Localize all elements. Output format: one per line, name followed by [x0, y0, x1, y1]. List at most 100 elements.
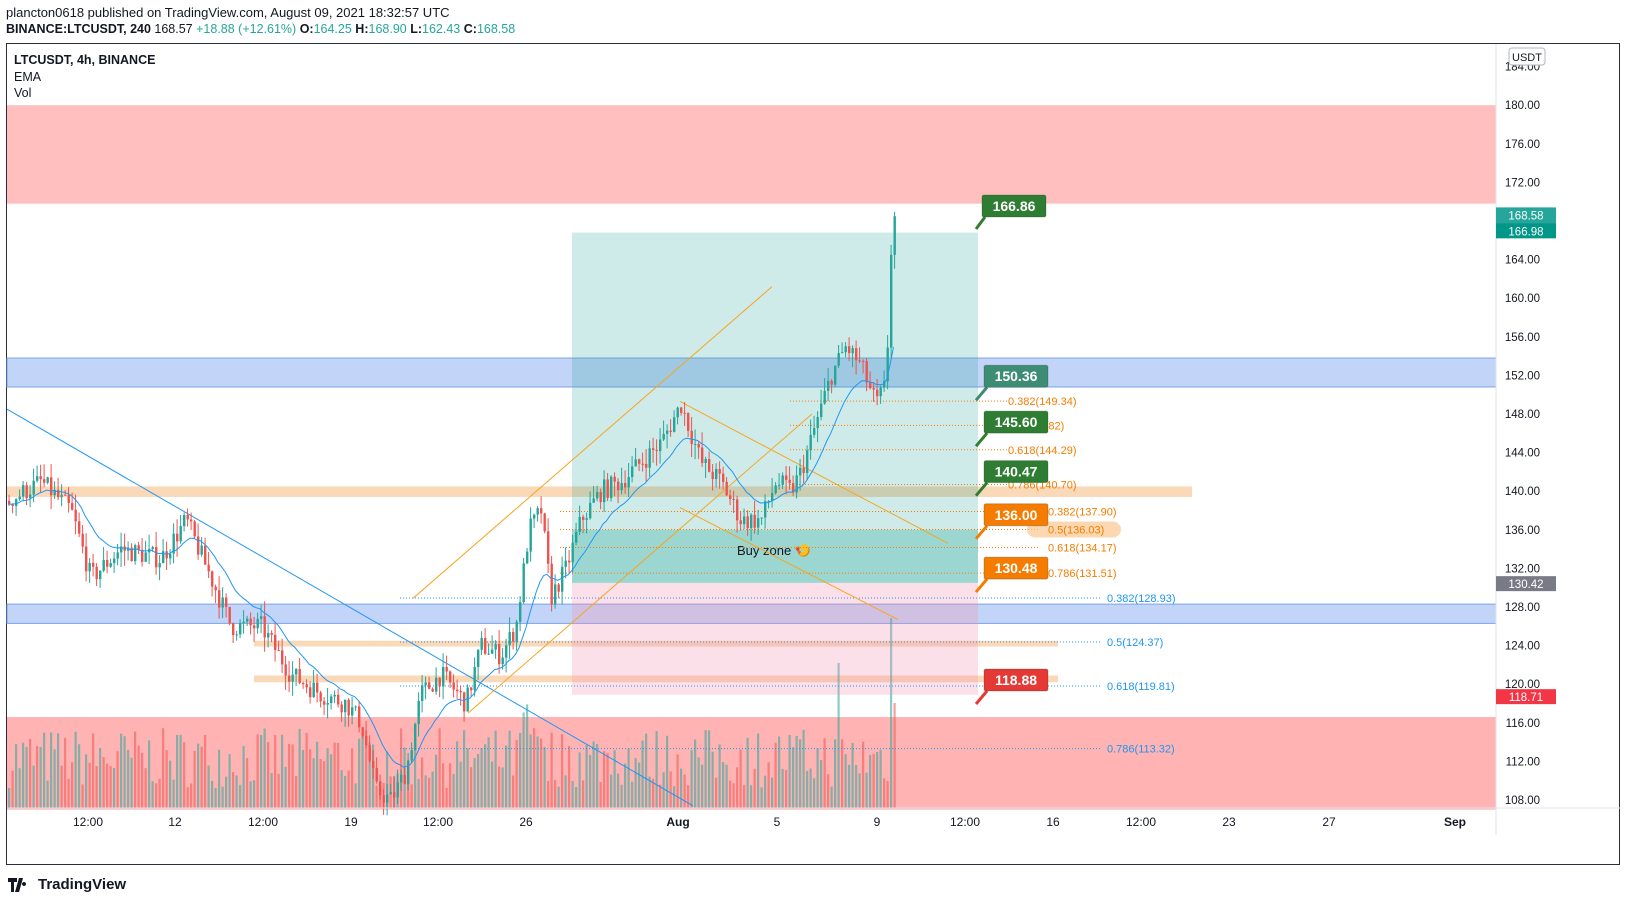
position-profit-zone	[572, 232, 978, 583]
candle-body	[347, 699, 350, 716]
candle-body	[239, 623, 242, 635]
volume-bar	[172, 779, 175, 808]
candle-body	[218, 590, 221, 608]
volume-bar	[813, 778, 816, 808]
candle-body	[344, 699, 347, 713]
zone-support-1	[6, 357, 1497, 388]
volume-bar	[641, 740, 644, 808]
candle-body	[617, 481, 620, 491]
fib-label: 0.786(131.51)	[1048, 568, 1117, 580]
legend-volume[interactable]: Vol	[14, 86, 32, 100]
candle-body	[813, 428, 816, 435]
volume-bar	[494, 730, 497, 808]
candle-body	[60, 494, 63, 498]
candle-body	[781, 475, 784, 485]
volume-bar	[442, 763, 445, 808]
target-box	[981, 194, 1047, 218]
volume-bar	[512, 775, 515, 808]
candle-body	[214, 586, 217, 591]
candle-body	[253, 625, 256, 629]
candle-body	[456, 689, 459, 692]
volume-bar	[312, 758, 315, 808]
volume-bar	[470, 767, 473, 808]
volume-bar	[823, 738, 826, 808]
volume-bar	[816, 748, 819, 808]
price-axis-layer: 108.00 112.00 116.00 120.00 124.00 128.00 132.…	[1495, 44, 1556, 835]
candle-body	[855, 348, 858, 361]
volume-bar	[424, 775, 427, 808]
candle-body	[113, 558, 116, 564]
volume-bar	[130, 757, 133, 808]
volume-bar	[592, 741, 595, 808]
volume-bar	[46, 780, 49, 808]
channel-lower-line	[467, 413, 813, 714]
candle-body	[435, 677, 438, 692]
volume-bar	[879, 749, 882, 808]
chart-frame[interactable]	[6, 43, 1620, 865]
volume-bar	[60, 765, 63, 808]
volume-bar	[529, 734, 532, 808]
candle-body	[529, 518, 532, 552]
volume-bar	[596, 743, 599, 808]
volume-bar	[368, 742, 371, 808]
candle-body	[337, 694, 340, 705]
volume-bar	[106, 763, 109, 808]
candle-body	[64, 494, 67, 496]
fib-label: 0.382(137.90)	[1048, 506, 1117, 518]
candle-body	[599, 492, 602, 503]
volume-bar	[484, 744, 487, 808]
candle-body	[326, 703, 329, 705]
close-value: 168.58	[476, 22, 516, 36]
candle-body	[400, 775, 403, 783]
candle-body	[410, 750, 413, 761]
volume-bar	[120, 733, 123, 808]
volume-bar	[36, 746, 39, 808]
volume-bar	[634, 757, 637, 808]
volume-bar	[365, 730, 368, 808]
fib-highlight	[1027, 521, 1121, 538]
time-tick-label: 12	[168, 815, 182, 829]
candle-body	[141, 549, 144, 562]
candle-body	[540, 508, 543, 514]
volume-bar	[582, 780, 585, 808]
candle-body	[302, 682, 305, 685]
target-label: 150.36	[995, 368, 1038, 384]
currency-box	[1508, 47, 1546, 66]
volume-bar	[288, 743, 291, 808]
legend-ema[interactable]: EMA	[14, 69, 42, 84]
volume-bar	[386, 751, 389, 808]
candle-body	[589, 502, 592, 519]
target-box	[983, 503, 1049, 527]
candle-body	[417, 700, 420, 725]
price-tick-label: 160.00	[1505, 293, 1540, 305]
price-tick-label: 164.00	[1505, 255, 1540, 267]
volume-bar	[351, 748, 354, 808]
zone-resistance-0	[7, 105, 1496, 204]
ema-line	[7, 347, 894, 768]
volume-bar	[309, 749, 312, 808]
volume-bar	[788, 735, 791, 808]
candle-body	[715, 468, 718, 480]
time-axis-layer: 12:00 12 12:00 19 12:00 26 Aug 5 9 12:00 16 12:00 23…	[7, 807, 1620, 829]
target-pointer	[974, 481, 989, 497]
currency-badge: USDT	[1508, 47, 1546, 66]
candle-body	[176, 533, 179, 542]
candle-body	[11, 504, 14, 507]
volume-bar	[116, 751, 119, 808]
volume-bar	[781, 768, 784, 808]
volume-bar	[624, 763, 627, 808]
candle-body	[204, 545, 207, 565]
candle-body	[851, 348, 854, 354]
volume-bar	[778, 736, 781, 808]
target-box	[983, 364, 1049, 388]
volume-bar	[543, 747, 546, 808]
volume-bar	[449, 763, 452, 808]
candle-body	[277, 650, 280, 652]
candle-body	[95, 566, 98, 580]
candle-body	[197, 536, 200, 555]
candle-body	[396, 782, 399, 798]
target-label: 140.47	[995, 464, 1038, 480]
volume-bar	[683, 774, 686, 808]
fib-layer: 0.382(149.34)0.5(146.82)0.618(144.29)0.7…	[400, 396, 1176, 756]
